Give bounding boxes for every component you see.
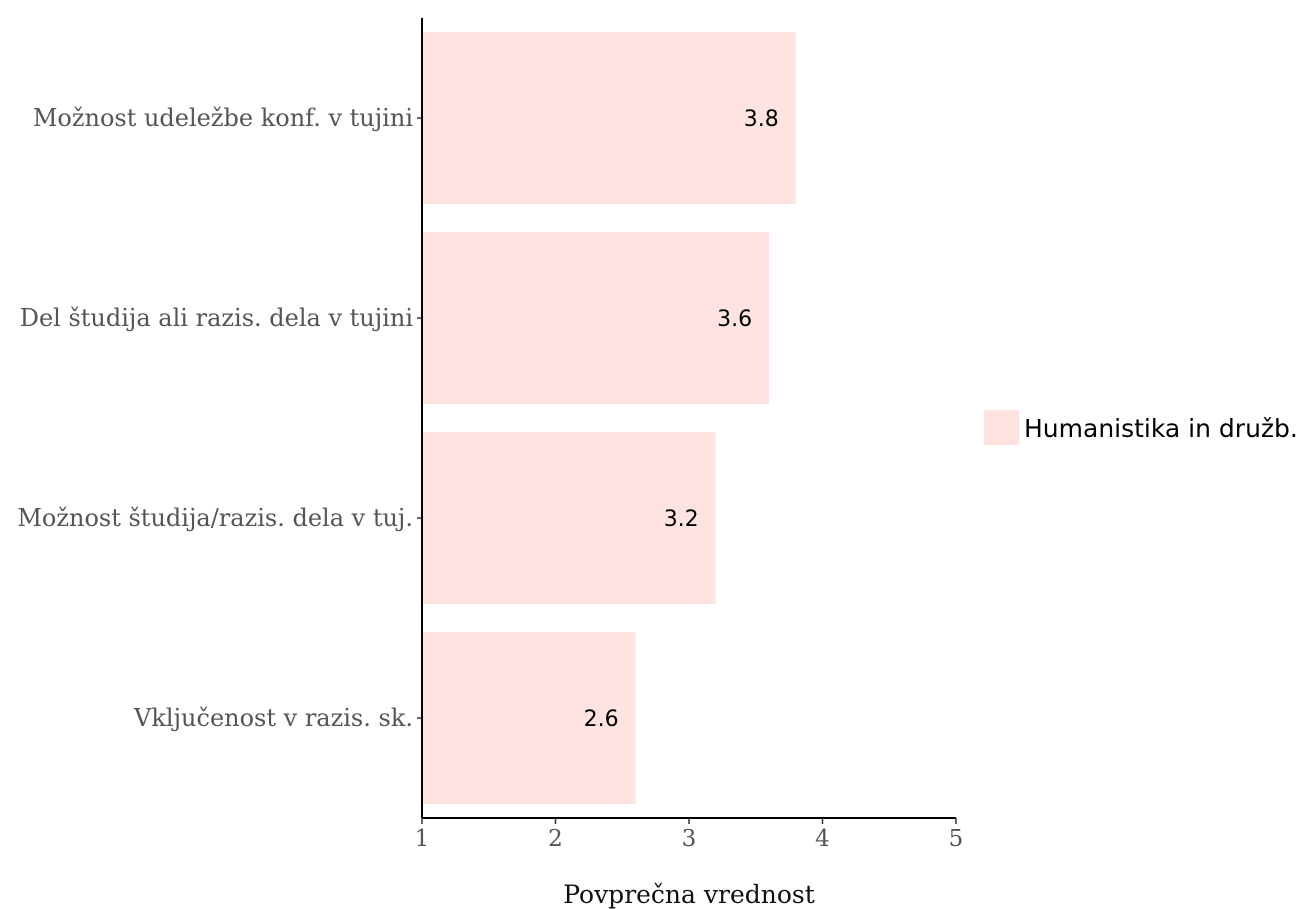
bar — [422, 432, 716, 604]
data-label: 3.2 — [664, 507, 699, 532]
category-label: Del študija ali razis. dela v tujini — [20, 304, 414, 332]
category-label: Možnost študija/razis. dela v tuj. — [17, 504, 413, 532]
bar — [422, 32, 796, 204]
bar — [422, 632, 636, 804]
x-tick-label: 3 — [682, 826, 697, 852]
x-tick-label: 4 — [815, 826, 830, 852]
x-tick-label: 5 — [949, 826, 964, 852]
x-tick-label: 1 — [415, 826, 430, 852]
data-labels: 3.8 3.6 3.2 2.6 — [584, 107, 779, 732]
bar — [422, 232, 770, 404]
legend-swatch — [984, 410, 1019, 445]
x-axis-title: Povprečna vrednost — [563, 880, 815, 909]
data-label: 3.8 — [744, 107, 779, 132]
bars-group — [422, 32, 796, 804]
data-label: 2.6 — [584, 707, 619, 732]
category-label: Vključenost v razis. sk. — [133, 704, 413, 732]
x-tick-label: 2 — [548, 826, 563, 852]
data-label: 3.6 — [717, 307, 752, 332]
legend-label: Humanistika in družb. — [1024, 414, 1296, 443]
category-labels: Možnost udeležbe konf. v tujini Del študi… — [17, 104, 413, 732]
category-label: Možnost udeležbe konf. v tujini — [33, 104, 414, 132]
legend: Humanistika in družb. — [984, 410, 1296, 445]
axes: 1 2 3 4 5 — [415, 18, 964, 852]
